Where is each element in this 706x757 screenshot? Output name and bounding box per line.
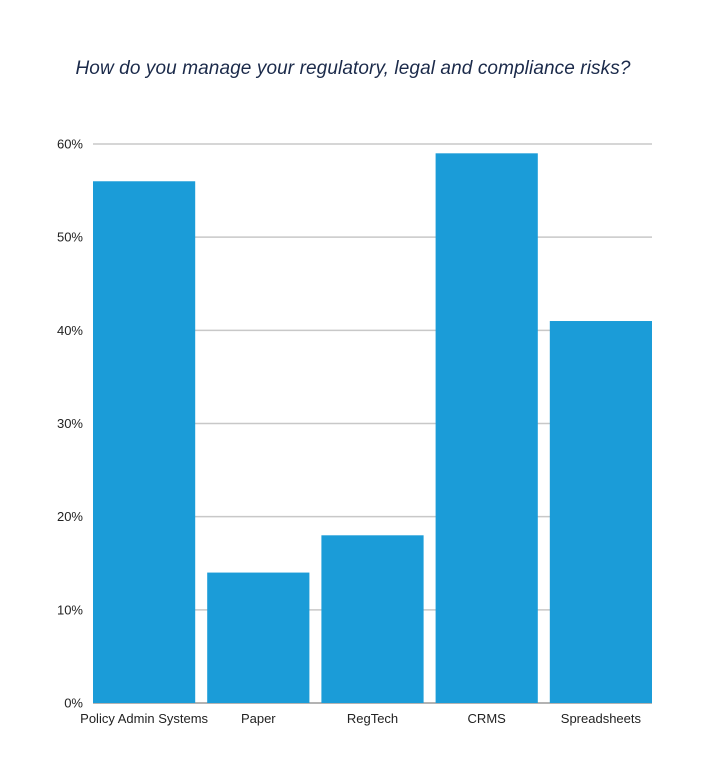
bar-policy-admin-systems xyxy=(93,181,196,703)
y-tick-label: 60% xyxy=(57,137,83,152)
x-category-label: Policy Admin Systems xyxy=(80,711,208,726)
y-tick-label: 20% xyxy=(57,509,83,524)
y-tick-label: 50% xyxy=(57,230,83,245)
x-axis-labels: Policy Admin Systems Paper RegTech CRMS Spre… xyxy=(80,711,641,726)
bar-crms xyxy=(435,153,538,704)
y-tick-label: 30% xyxy=(57,416,83,431)
bar-regtech xyxy=(321,535,424,703)
bar-paper xyxy=(207,572,310,703)
x-category-label: Paper xyxy=(241,711,276,726)
bar-spreadsheets xyxy=(549,321,652,703)
y-axis-ticks: 0% 10% 20% 30% 40% 50% 60% xyxy=(57,137,83,711)
x-category-label: RegTech xyxy=(347,711,398,726)
chart-title: How do you manage your regulatory, legal… xyxy=(75,58,631,79)
y-tick-label: 40% xyxy=(57,323,83,338)
bars xyxy=(93,153,652,704)
x-category-label: Spreadsheets xyxy=(561,711,642,726)
y-tick-label: 0% xyxy=(64,696,83,711)
y-tick-label: 10% xyxy=(57,602,83,617)
x-category-label: CRMS xyxy=(468,711,507,726)
